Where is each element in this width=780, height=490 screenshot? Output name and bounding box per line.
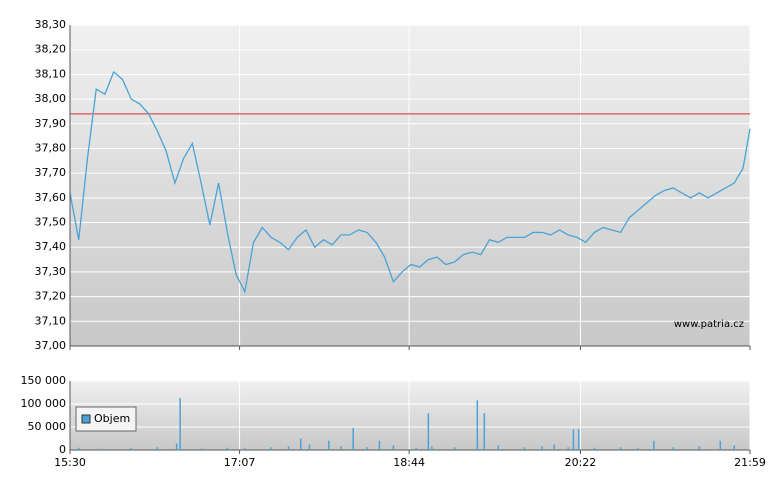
volume-bar	[431, 446, 433, 450]
volume-bar	[226, 447, 229, 450]
volume-bar	[308, 444, 311, 450]
volume-bar	[653, 440, 655, 450]
y-tick-label: 37,30	[35, 265, 67, 278]
volume-bar	[200, 448, 202, 450]
y-tick-label: 37,70	[35, 166, 67, 179]
volume-bar	[130, 448, 132, 450]
y-tick-label: 37,20	[35, 290, 67, 303]
volume-bar	[553, 444, 555, 450]
volume-bar	[541, 446, 543, 450]
x-tick-label: 21:59	[734, 456, 766, 469]
price-plot-bg	[70, 25, 750, 346]
y-tick-label: 37,80	[35, 141, 67, 154]
watermark: www.patria.cz	[674, 319, 744, 330]
volume-bar	[299, 438, 302, 450]
legend-label: Objem	[94, 412, 130, 425]
volume-bar	[733, 445, 736, 450]
y-tick-label: 37,60	[35, 191, 67, 204]
volume-bar	[427, 413, 430, 450]
volume-bar	[619, 447, 622, 450]
volume-bar	[378, 440, 381, 450]
price-line	[69, 70, 751, 294]
volume-bar	[593, 447, 596, 450]
y-tick-label: 37,40	[35, 240, 67, 253]
x-tick-label: 17:07	[224, 456, 256, 469]
y-tick-label: 37,50	[35, 216, 67, 229]
volume-bar	[672, 447, 674, 450]
y-tick-label: 50 000	[28, 420, 67, 433]
volume-bar	[175, 443, 178, 450]
volume-bar	[476, 400, 479, 450]
volume-bar	[415, 447, 417, 450]
x-tick-label: 20:22	[565, 456, 597, 469]
y-tick-label: 0	[59, 443, 66, 456]
volume-bar	[523, 447, 526, 450]
volume-bar	[77, 447, 80, 450]
y-tick-label: 38,10	[35, 67, 67, 80]
volume-bar	[287, 446, 290, 450]
volume-plot-bg	[70, 381, 750, 450]
volume-bar	[327, 440, 330, 450]
volume-bar	[637, 448, 639, 450]
volume-bar	[156, 447, 159, 450]
legend-swatch	[81, 414, 91, 424]
x-tick-label: 15:30	[54, 456, 86, 469]
volume-bar	[567, 447, 569, 450]
y-tick-label: 38,00	[35, 92, 67, 105]
y-tick-label: 38,30	[35, 18, 67, 31]
y-tick-label: 100 000	[21, 397, 67, 410]
volume-bar	[577, 429, 580, 450]
volume-bar	[366, 447, 368, 450]
volume-bar	[483, 413, 486, 450]
y-tick-label: 38,20	[35, 43, 67, 56]
volume-bar	[698, 446, 701, 450]
y-tick-label: 37,10	[35, 314, 67, 327]
y-tick-label: 37,00	[35, 339, 67, 352]
y-tick-label: 37,90	[35, 117, 67, 130]
volume-bar	[719, 440, 722, 450]
volume-bar	[392, 445, 395, 450]
volume-bar	[453, 447, 456, 450]
volume-bar	[270, 447, 272, 450]
volume-bar	[572, 429, 575, 450]
volume-bar	[100, 448, 103, 450]
volume-bar	[179, 398, 181, 450]
y-tick-label: 150 000	[21, 374, 67, 387]
volume-bar	[340, 446, 342, 450]
volume-bar	[497, 445, 500, 450]
x-tick-label: 18:44	[393, 456, 425, 469]
volume-bar	[352, 427, 354, 450]
volume-bar	[244, 448, 246, 450]
